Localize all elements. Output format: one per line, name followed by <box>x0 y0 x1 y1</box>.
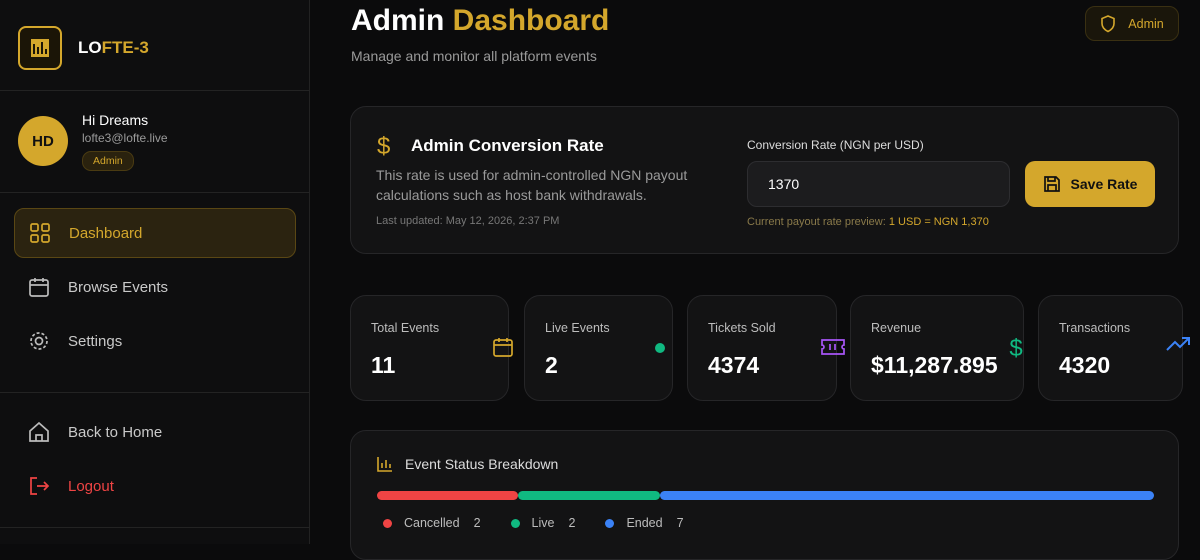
stat-label: Total Events <box>371 321 440 335</box>
breakdown-card: Event Status Breakdown Cancelled 2 Live 2 En… <box>350 430 1179 560</box>
conversion-title: Admin Conversion Rate <box>411 136 604 155</box>
nav-item[interactable]: Settings <box>14 316 296 366</box>
nav-label: Browse Events <box>68 278 169 296</box>
stat-value: $11,287.895 <box>871 352 998 378</box>
page-title: Admin Dashboard <box>351 4 609 38</box>
stat-label: Tickets Sold <box>708 321 776 335</box>
preview-label: Current payout rate preview: <box>747 216 886 228</box>
legend-dot <box>510 518 520 528</box>
svg-text:$: $ <box>1009 336 1022 360</box>
avatar: HD <box>18 116 68 166</box>
stat-card: Live Events 2 <box>524 295 673 401</box>
legend-count: 7 <box>676 516 684 530</box>
preview-value: 1 USD = NGN 1,370 <box>888 216 989 228</box>
legend: Cancelled 2 Live 2 Ended 7 <box>383 516 714 530</box>
bar-segment <box>659 491 1154 500</box>
stat-label: Live Events <box>545 321 610 335</box>
brand-b: FTE-3 <box>101 38 149 57</box>
save-button[interactable]: Save Rate <box>1025 161 1155 207</box>
dollar-icon: $ <box>377 133 391 160</box>
preview: Current payout rate preview: 1 USD = NGN… <box>747 216 989 228</box>
bar-segment <box>377 491 519 500</box>
stat-value: 11 <box>371 352 396 378</box>
conversion-card: $ Admin Conversion Rate This rate is use… <box>350 106 1179 254</box>
brand: LOFTE-3 <box>78 38 149 58</box>
legend-item: Live 2 <box>510 516 576 530</box>
sidebar: LOFTE-3 HD Hi Dreams lofte3@lofte.live A… <box>0 0 310 544</box>
logo <box>18 26 62 70</box>
stat-card: Tickets Sold 4374 <box>687 295 845 401</box>
nav-label: Settings <box>68 332 123 350</box>
legend-dot <box>383 518 392 528</box>
bar-segment <box>518 491 660 500</box>
nav-label: Logout <box>68 477 114 495</box>
legend-dot <box>605 518 615 528</box>
rate-input[interactable]: 1370 <box>747 161 1010 207</box>
nav-item[interactable]: Dashboard <box>14 208 296 258</box>
legend-label: Live <box>531 516 555 530</box>
legend-count: 2 <box>568 516 576 530</box>
nav-item[interactable]: Back to Home <box>14 407 296 457</box>
stat-label: Revenue <box>871 321 922 335</box>
stat-card: Transactions 4320 <box>1038 295 1190 401</box>
stat-card: Total Events 11 <box>350 295 513 401</box>
legend-item: Cancelled 2 <box>383 516 481 530</box>
chart-icon <box>377 457 392 472</box>
email: lofte3@lofte.live <box>82 131 168 145</box>
status-bar <box>377 491 1154 500</box>
role-badge: Admin <box>82 151 134 171</box>
stat-value: 4374 <box>708 352 760 378</box>
breakdown-title: Event Status Breakdown <box>405 456 559 472</box>
legend-label: Cancelled <box>404 516 460 530</box>
legend-label: Ended <box>626 516 663 530</box>
greeting: Hi Dreams <box>82 112 149 128</box>
nav-label: Dashboard <box>69 224 143 242</box>
subtitle: Manage and monitor all platform events <box>351 48 597 64</box>
field-label: Conversion Rate (NGN per USD) <box>747 138 924 152</box>
brand-a: LO <box>78 38 102 57</box>
stat-label: Transactions <box>1059 321 1131 335</box>
stat-value: 2 <box>545 352 558 378</box>
title-a: Admin <box>351 4 445 37</box>
last-updated: Last updated: May 12, 2026, 2:37 PM <box>376 215 560 227</box>
title-b: Dashboard <box>452 4 610 37</box>
conversion-description: This rate is used for admin-controlled N… <box>376 167 688 203</box>
legend-item: Ended 7 <box>605 516 684 530</box>
nav-item[interactable]: Logout <box>14 461 296 511</box>
badge-label: Admin <box>1128 16 1164 31</box>
nav-item[interactable]: Browse Events <box>14 262 296 312</box>
nav-label: Back to Home <box>68 423 163 441</box>
stat-value: 4320 <box>1059 352 1111 378</box>
admin-badge[interactable]: Admin <box>1085 6 1179 41</box>
button-label: Save Rate <box>1070 176 1138 192</box>
stat-card: Revenue $11,287.895 $ <box>850 295 1024 401</box>
legend-count: 2 <box>473 516 481 530</box>
